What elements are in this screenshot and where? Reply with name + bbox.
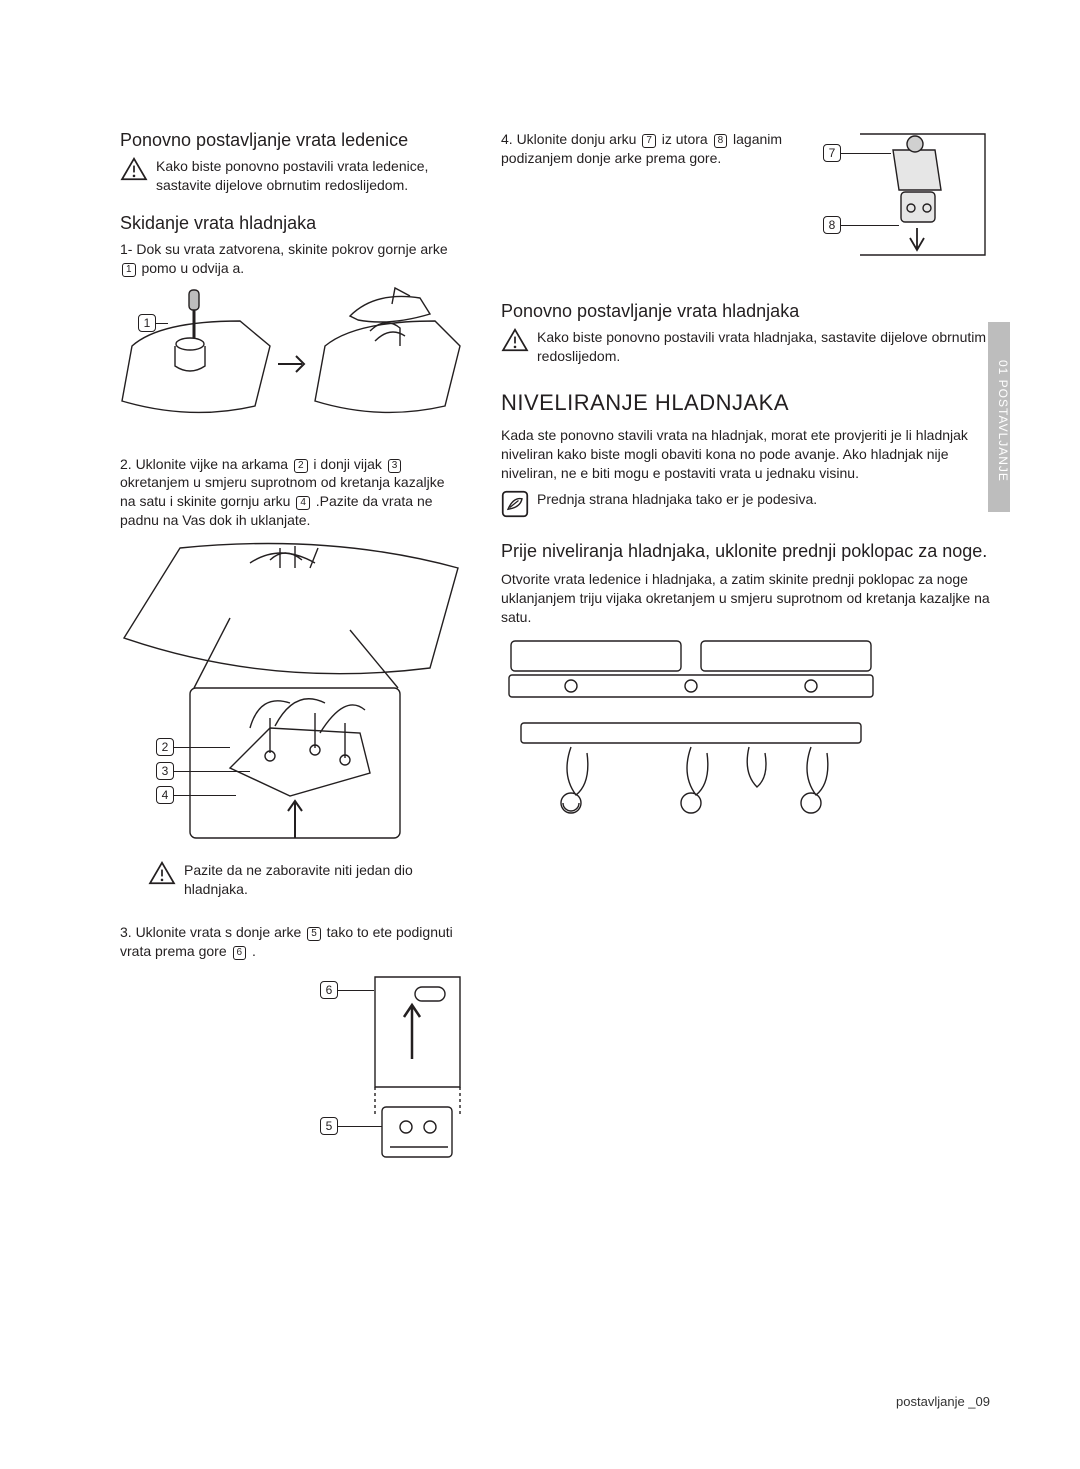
note-icon <box>501 490 529 518</box>
step1-pre: 1- Dok su vrata zatvorena, skinite pokro… <box>120 241 448 257</box>
diagram-front-leg-cover <box>501 635 990 830</box>
t: i donji vijak <box>310 456 386 472</box>
right-column: 4. Uklonite donju arku 7 iz utora 8 laga… <box>501 130 990 1188</box>
warning-reattach-freezer: Kako biste ponovno postavili vrata leden… <box>120 157 463 195</box>
diagram-hinge-screws: 2 3 4 <box>120 538 463 853</box>
callout-2: 2 <box>156 738 174 756</box>
step1-post: pomo u odvija a. <box>138 260 245 276</box>
warning-icon <box>148 861 176 885</box>
leader <box>841 153 891 154</box>
warning-text: Kako biste ponovno postavili vrata leden… <box>156 157 463 195</box>
diagram-lower-hinge: 7 8 <box>815 130 990 265</box>
page-columns: Ponovno postavljanje vrata ledenice Kako… <box>120 130 990 1188</box>
callout-6: 6 <box>320 981 338 999</box>
heading-remove-fridge-door: Skidanje vrata hladnjaka <box>120 213 463 234</box>
callout-5: 5 <box>320 1117 338 1135</box>
left-column: Ponovno postavljanje vrata ledenice Kako… <box>120 130 463 1188</box>
diagram-top-hinge-cover: 1 <box>120 286 463 441</box>
warning-parts: Pazite da ne zaboravite niti jedan dio h… <box>148 861 463 899</box>
diagram-lift-door: 6 5 <box>320 969 463 1174</box>
ref-5: 5 <box>307 927 321 941</box>
heading-leveling: NIVELIRANJE HLADNJAKA <box>501 390 990 416</box>
before-leveling-body: Otvorite vrata ledenice i hladnjaka, a z… <box>501 570 990 627</box>
callout-7: 7 <box>823 144 841 162</box>
ref-4: 4 <box>296 496 310 510</box>
t: . <box>248 943 256 959</box>
ref-6: 6 <box>233 946 247 960</box>
leader <box>338 990 374 991</box>
leader <box>174 795 236 796</box>
callout-1: 1 <box>138 314 156 332</box>
warning-text: Pazite da ne zaboravite niti jedan dio h… <box>184 861 463 899</box>
step-2: 2. Uklonite vijke na arkama 2 i donji vi… <box>120 455 463 531</box>
note-front-adjustable: Prednja strana hladnjaka tako er je pode… <box>501 490 990 518</box>
warning-icon <box>501 328 529 352</box>
note-text: Prednja strana hladnjaka tako er je pode… <box>537 490 817 509</box>
heading-reattach-freezer: Ponovno postavljanje vrata ledenice <box>120 130 463 151</box>
t: 2. Uklonite vijke na arkama <box>120 456 292 472</box>
callout-4: 4 <box>156 786 174 804</box>
section-tab: 01 POSTAVLJANJE <box>988 322 1010 512</box>
leader <box>174 771 250 772</box>
t: 4. Uklonite donju arku <box>501 131 640 147</box>
leader <box>841 225 899 226</box>
callout-3: 3 <box>156 762 174 780</box>
leader <box>338 1126 382 1127</box>
t: iz utora <box>658 131 712 147</box>
heading-before-leveling: Prije niveliranja hladnjaka, uklonite pr… <box>501 540 990 563</box>
ref-1: 1 <box>122 263 136 277</box>
leader <box>174 747 230 748</box>
t: 3. Uklonite vrata s donje arke <box>120 924 305 940</box>
step-3: 3. Uklonite vrata s donje arke 5 tako to… <box>120 923 463 961</box>
step-1: 1- Dok su vrata zatvorena, skinite pokro… <box>120 240 463 278</box>
ref-3: 3 <box>388 459 402 473</box>
heading-reattach-fridge: Ponovno postavljanje vrata hladnjaka <box>501 301 990 322</box>
leveling-body: Kada ste ponovno stavili vrata na hladnj… <box>501 426 990 483</box>
callout-8: 8 <box>823 216 841 234</box>
warning-reattach-fridge: Kako biste ponovno postavili vrata hladn… <box>501 328 990 366</box>
ref-8: 8 <box>714 134 728 148</box>
leader <box>156 323 168 324</box>
warning-text: Kako biste ponovno postavili vrata hladn… <box>537 328 990 366</box>
page-footer: postavljanje _09 <box>896 1394 990 1409</box>
ref-7: 7 <box>642 134 656 148</box>
step-4: 4. Uklonite donju arku 7 iz utora 8 laga… <box>501 130 803 168</box>
ref-2: 2 <box>294 459 308 473</box>
warning-icon <box>120 157 148 181</box>
